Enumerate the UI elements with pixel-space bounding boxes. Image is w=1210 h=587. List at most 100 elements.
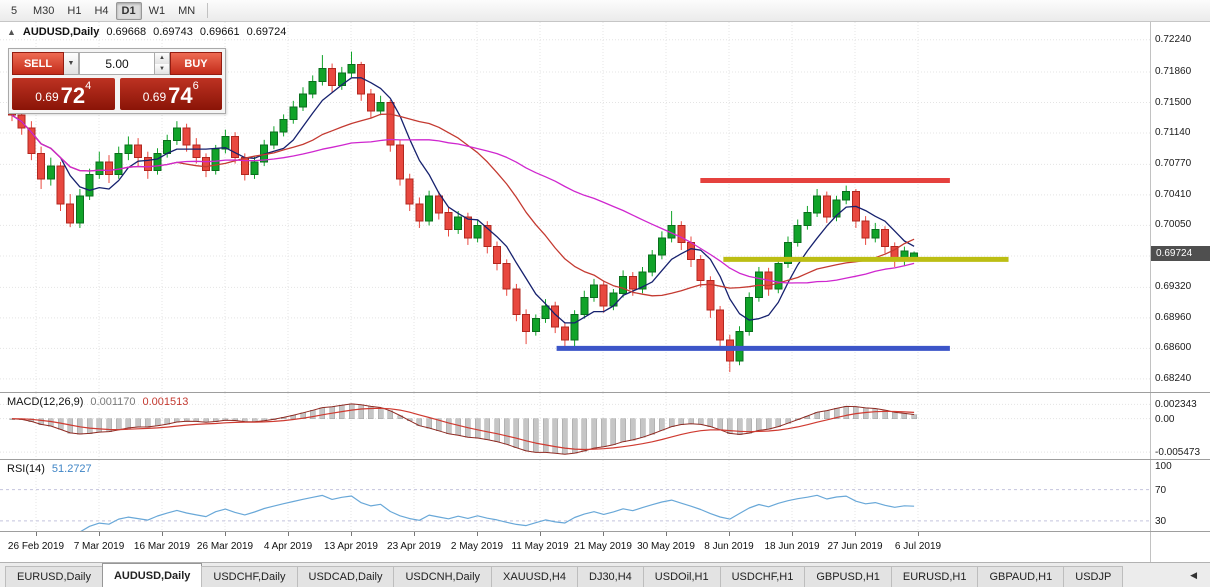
time-axis-tick: [666, 532, 667, 536]
time-axis-tick: [792, 532, 793, 536]
ohlc-open: 0.69668: [106, 26, 147, 38]
time-axis-tick: [414, 532, 415, 536]
timeframe-button-h4[interactable]: H4: [94, 4, 109, 17]
price-chart-canvas[interactable]: [0, 22, 1150, 392]
chart-tab-gbpaud-h1[interactable]: GBPAUD,H1: [977, 566, 1065, 587]
chart-tab-usdcnh-daily[interactable]: USDCNH,Daily: [393, 566, 493, 587]
timeframe-button-5[interactable]: 5: [10, 4, 18, 17]
time-axis-label: 18 Jun 2019: [764, 541, 820, 552]
time-axis-tick: [351, 532, 352, 536]
timeframe-button-w1[interactable]: W1: [148, 4, 166, 17]
rsi-scale-label: 100: [1155, 461, 1172, 473]
macd-scale-label: 0.00: [1155, 413, 1175, 425]
ask-quote[interactable]: 0.69 74 6: [119, 78, 222, 110]
toolbar-separator: [207, 3, 209, 18]
macd-title: MACD(12,26,9): [7, 396, 84, 408]
price-scale-label: 0.71500: [1155, 96, 1192, 108]
chart-tab-usdjp[interactable]: USDJP: [1063, 566, 1124, 587]
time-axis-tick: [918, 532, 919, 536]
macd-canvas[interactable]: [0, 393, 1150, 459]
time-axis-tick: [729, 532, 730, 536]
time-axis-label: 8 Jun 2019: [704, 541, 754, 552]
chart-tab-gbpusd-h1[interactable]: GBPUSD,H1: [804, 566, 892, 587]
chart-tab-eurusd-h1[interactable]: EURUSD,H1: [890, 566, 979, 587]
timeframe-button-h1[interactable]: H1: [67, 4, 82, 17]
time-axis-tick: [855, 532, 856, 536]
rsi-scale-separator: [1150, 460, 1151, 531]
volume-step-up-button[interactable]: ▲: [155, 53, 169, 64]
chart-tab-eurusd-daily[interactable]: EURUSD,Daily: [5, 566, 103, 587]
price-scale-label: 0.70770: [1155, 158, 1192, 170]
chart-tab-xauusd-h4[interactable]: XAUUSD,H4: [491, 566, 578, 587]
time-axis-label: 27 Jun 2019: [827, 541, 883, 552]
time-axis-label: 21 May 2019: [574, 541, 632, 552]
price-scale-label: 0.70410: [1155, 188, 1192, 200]
chart-tab-dj30-h4[interactable]: DJ30,H4: [577, 566, 644, 587]
time-axis-label: 26 Mar 2019: [196, 541, 254, 552]
buy-button[interactable]: BUY: [170, 52, 222, 75]
chevron-down-icon: ▼: [67, 60, 75, 67]
macd-main-value: 0.001170: [90, 396, 136, 408]
time-axis-tick: [477, 532, 478, 536]
time-axis-label: 2 May 2019: [450, 541, 504, 552]
price-scale-label: 0.72240: [1155, 33, 1192, 45]
chart-tab-usdchf-daily[interactable]: USDCHF,Daily: [201, 566, 298, 587]
time-axis-label: 6 Jul 2019: [894, 541, 942, 552]
timeframe-button-d1[interactable]: D1: [115, 1, 142, 20]
sell-button[interactable]: SELL: [12, 52, 64, 75]
time-axis-tick: [99, 532, 100, 536]
ohlc-close: 0.69724: [246, 26, 287, 38]
rsi-canvas[interactable]: [0, 460, 1150, 531]
chart-tab-usdchf-h1[interactable]: USDCHF,H1: [719, 566, 806, 587]
chart-header: ▲ AUDUSD,Daily 0.69668 0.69743 0.69661 0…: [7, 26, 286, 38]
chart-tab-usdoil-h1[interactable]: USDOil,H1: [642, 566, 721, 587]
chart-tab-audusd-daily[interactable]: AUDUSD,Daily: [101, 563, 203, 587]
rsi-title: RSI(14): [7, 463, 45, 475]
ask-big-figure: 0.69: [142, 90, 167, 104]
macd-scale-label: 0.002343: [1155, 399, 1197, 411]
macd-header: MACD(12,26,9) 0.001170 0.001513: [7, 396, 188, 408]
axis-scale-separator: [1150, 532, 1151, 562]
rsi-indicator-panel: RSI(14) 51.2727 100 70 30: [0, 459, 1210, 531]
rsi-scale-label: 70: [1155, 484, 1167, 496]
time-axis-label: 7 Mar 2019: [73, 541, 125, 552]
bid-quote[interactable]: 0.69 72 4: [12, 78, 115, 110]
volume-step-down-button[interactable]: ▼: [155, 63, 169, 74]
time-axis-tick: [225, 532, 226, 536]
price-scale-label: 0.71860: [1155, 66, 1192, 77]
price-chart-panel: ▲ AUDUSD,Daily 0.69668 0.69743 0.69661 0…: [0, 22, 1210, 392]
chart-symbol-label: AUDUSD,Daily: [22, 26, 100, 38]
price-scale-label: 0.68960: [1155, 311, 1192, 323]
timeframe-button-mn[interactable]: MN: [178, 4, 196, 17]
time-axis-tick: [288, 532, 289, 536]
price-scale-label: 0.69320: [1155, 281, 1192, 293]
current-price-tag: 0.69724: [1151, 246, 1210, 262]
price-scale-label: 0.68240: [1155, 372, 1192, 384]
time-axis-tick: [540, 532, 541, 536]
ohlc-high: 0.69743: [153, 26, 193, 38]
time-axis-tick: [603, 532, 604, 536]
time-axis-label: 23 Apr 2019: [387, 541, 441, 552]
time-axis-label: 26 Feb 2019: [7, 541, 65, 552]
rsi-value: 51.2727: [51, 463, 92, 475]
time-axis[interactable]: 26 Feb 2019 7 Mar 2019 16 Mar 2019 26 Mar 2…: [0, 531, 1210, 562]
rsi-scale-label: 30: [1155, 515, 1167, 527]
one-click-trade-widget: SELL ▼ ▲ ▼ BUY 0.69 72 4 0.69: [8, 48, 226, 114]
time-axis-label: 11 May 2019: [511, 541, 569, 552]
macd-scale-label: -0.005473: [1155, 447, 1201, 459]
chart-tabbar: EURUSD,Daily AUDUSD,Daily USDCHF,Daily USDC…: [0, 562, 1210, 587]
chart-tab-usdcad-daily[interactable]: USDCAD,Daily: [296, 566, 395, 587]
time-axis-label: 4 Apr 2019: [263, 541, 313, 552]
volume-dropdown-button[interactable]: ▼: [64, 52, 79, 75]
time-axis-label: 13 Apr 2019: [324, 541, 378, 552]
bid-point: 4: [85, 80, 92, 92]
price-scale-label: 0.68600: [1155, 342, 1192, 354]
ohlc-low: 0.69661: [199, 26, 240, 38]
price-scale-label: 0.70050: [1155, 219, 1192, 231]
timeframe-button-m30[interactable]: M30: [33, 4, 55, 17]
time-axis-tick: [36, 532, 37, 536]
volume-input[interactable]: [79, 52, 155, 75]
timeframe-toolbar: 5 M30 H1 H4 D1 W1 MN: [0, 0, 1210, 22]
tab-scroll-left-button[interactable]: ◀: [1190, 569, 1197, 580]
bid-pips: 72: [60, 83, 86, 108]
